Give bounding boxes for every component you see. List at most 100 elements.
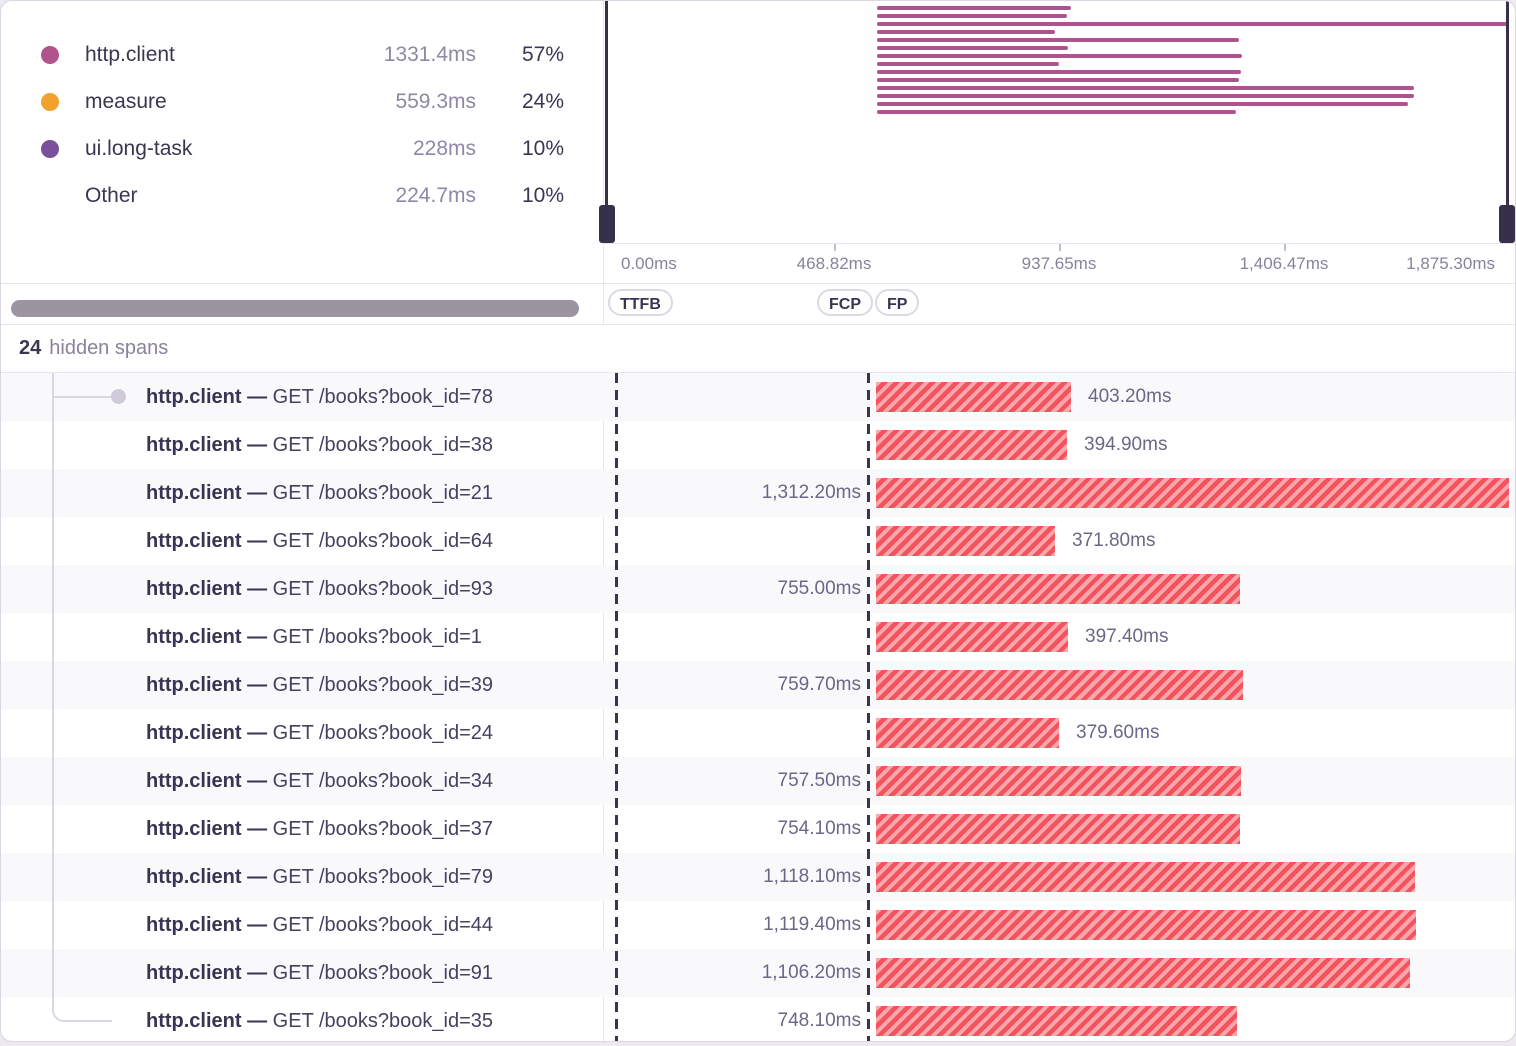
span-description: GET /books?book_id=1 <box>272 626 482 648</box>
span-op-name: http.client <box>146 914 242 936</box>
span-duration-bar[interactable] <box>876 766 1241 796</box>
minimap-span-bar <box>877 54 1242 58</box>
span-duration-bar[interactable] <box>876 670 1243 700</box>
span-separator: — <box>241 770 273 792</box>
span-duration-bar[interactable] <box>876 910 1416 940</box>
axis-tick-label: 0.00ms <box>621 254 677 273</box>
viewport-right-handle-line[interactable] <box>1506 1 1509 243</box>
span-duration-bar[interactable] <box>876 862 1415 892</box>
span-list: http.client — GET /books?book_id=78 403.2… <box>1 373 1515 1041</box>
axis-tick-mark <box>1059 244 1061 251</box>
viewport-left-handle-line[interactable] <box>605 1 608 243</box>
span-row[interactable]: http.client — GET /books?book_id=79 1,118… <box>1 853 1515 901</box>
vital-pill-fp[interactable]: FP <box>875 289 920 316</box>
span-row[interactable]: http.client — GET /books?book_id=1 397.40… <box>1 613 1515 884</box>
legend-op-duration: 228ms <box>412 136 476 160</box>
span-row[interactable]: http.client — GET /books?book_id=38 394.9… <box>1 421 1515 500</box>
span-row[interactable]: http.client — GET /books?book_id=34 757.5… <box>1 757 1515 805</box>
span-duration-label: 1,106.20ms <box>761 962 861 983</box>
span-row[interactable]: http.client — GET /books?book_id=93 755.0… <box>1 565 1515 788</box>
legend-op-duration: 559.3ms <box>395 89 476 113</box>
legend-row-ui.long-task[interactable]: ui.long-task 228ms 10% <box>1 125 603 172</box>
span-title: http.client — GET /books?book_id=35 <box>146 997 494 1041</box>
span-separator: — <box>241 914 273 936</box>
span-row[interactable]: http.client — GET /books?book_id=78 403.2… <box>1 373 1515 421</box>
span-duration-label: 748.10ms <box>777 1010 861 1031</box>
span-description: GET /books?book_id=79 <box>272 866 494 888</box>
minimap-span-bar <box>877 46 1068 50</box>
legend-op-percent: 57% <box>521 42 564 66</box>
span-title: http.client — GET /books?book_id=38 <box>146 421 493 469</box>
axis-tick-label: 1,875.30ms <box>1406 254 1495 273</box>
span-title: http.client — GET /books?book_id=93 <box>146 565 493 613</box>
vital-pill-ttfb[interactable]: TTFB <box>608 289 673 316</box>
span-description: GET /books?book_id=35 <box>272 1010 494 1032</box>
span-description: GET /books?book_id=64 <box>272 530 494 552</box>
span-row[interactable]: http.client — GET /books?book_id=24 379.6… <box>1 709 1515 757</box>
span-duration-bar[interactable] <box>876 1006 1237 1036</box>
span-duration-bar[interactable] <box>876 958 1410 988</box>
span-duration-bar[interactable] <box>876 382 1071 412</box>
span-row[interactable]: http.client — GET /books?book_id=64 371.8… <box>1 517 1515 692</box>
axis-tick-label: 1,406.47ms <box>1239 254 1329 273</box>
span-row[interactable]: http.client — GET /books?book_id=35 748.1… <box>1 997 1515 1041</box>
span-op-name: http.client <box>146 386 242 408</box>
minimap-span-bar <box>877 30 1056 34</box>
span-duration-bar[interactable] <box>876 430 1067 460</box>
span-duration-bar[interactable] <box>876 526 1055 556</box>
span-title: http.client — GET /books?book_id=37 <box>146 805 493 853</box>
minimap-span-bar <box>877 14 1067 18</box>
minimap-span-bar <box>877 70 1241 74</box>
span-separator: — <box>241 482 273 504</box>
minimap-span-bar <box>877 110 1237 114</box>
hidden-spans-row[interactable]: 24 hidden spans <box>1 324 1515 373</box>
span-duration-bar[interactable] <box>876 622 1068 652</box>
span-duration-bar[interactable] <box>876 718 1059 748</box>
legend-op-duration: 224.7ms <box>395 183 476 207</box>
span-duration-bar[interactable] <box>876 814 1240 844</box>
span-duration-label: 403.20ms <box>1088 386 1172 407</box>
span-description: GET /books?book_id=34 <box>272 770 494 792</box>
timeline-axis: 0.00ms 468.82ms 937.65ms 1,406.47ms 1,875.30… <box>604 243 1515 284</box>
span-op-name: http.client <box>146 482 242 504</box>
span-title: http.client — GET /books?book_id=78 <box>146 373 493 421</box>
span-op-name: http.client <box>146 962 242 984</box>
span-duration-bar[interactable] <box>876 478 1509 508</box>
span-row[interactable]: http.client — GET /books?book_id=44 1,119… <box>1 901 1515 949</box>
legend-row-Other[interactable]: Other 224.7ms 10% <box>1 172 603 219</box>
minimap-span-bar <box>877 102 1408 106</box>
span-duration-label: 1,312.20ms <box>761 482 861 503</box>
tree-connector-line <box>52 373 54 997</box>
span-op-name: http.client <box>146 1010 242 1032</box>
tree-node-dot <box>111 389 126 404</box>
span-row[interactable]: http.client — GET /books?book_id=39 759.7… <box>1 661 1515 980</box>
span-row[interactable]: http.client — GET /books?book_id=21 1,312… <box>1 469 1515 596</box>
span-separator: — <box>241 530 273 552</box>
span-duration-bar[interactable] <box>876 574 1240 604</box>
span-title: http.client — GET /books?book_id=34 <box>146 757 493 805</box>
vital-pill-fcp[interactable]: FCP <box>817 289 873 316</box>
viewport-right-handle-grip[interactable] <box>1499 205 1515 243</box>
axis-tick-mark <box>834 244 836 251</box>
hidden-spans-label: hidden spans <box>49 337 169 359</box>
span-row[interactable]: http.client — GET /books?book_id=91 1,106… <box>1 949 1515 997</box>
span-op-name: http.client <box>146 434 242 456</box>
span-description: GET /books?book_id=21 <box>272 482 494 504</box>
viewport-left-handle-grip[interactable] <box>599 205 615 243</box>
span-op-name: http.client <box>146 818 242 840</box>
span-description: GET /books?book_id=78 <box>272 386 494 408</box>
panel-divider <box>603 1 604 1041</box>
scrollbar-thumb[interactable] <box>11 300 579 317</box>
span-description: GET /books?book_id=37 <box>272 818 494 840</box>
span-duration-label: 757.50ms <box>777 770 861 791</box>
ops-breakdown-legend: http.client 1331.4ms 57% measure 559.3ms 24% u… <box>1 31 603 219</box>
legend-row-http.client[interactable]: http.client 1331.4ms 57% <box>1 31 603 78</box>
span-duration-label: 371.80ms <box>1072 530 1156 551</box>
legend-row-measure[interactable]: measure 559.3ms 24% <box>1 78 603 125</box>
axis-tick-label: 937.65ms <box>1021 254 1097 273</box>
span-row[interactable]: http.client — GET /books?book_id=37 754.1… <box>1 805 1515 853</box>
minimap[interactable] <box>604 1 1515 243</box>
minimap-span-bar <box>877 38 1240 42</box>
scrollbar-track <box>1 283 603 325</box>
span-separator: — <box>241 626 273 648</box>
